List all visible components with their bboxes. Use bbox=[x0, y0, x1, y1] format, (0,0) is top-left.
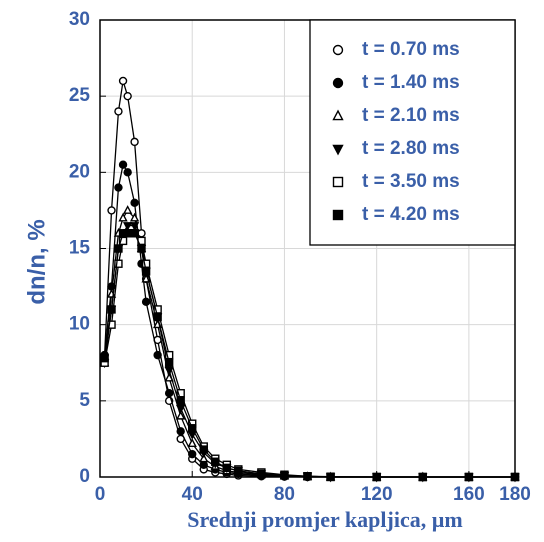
legend-marker bbox=[332, 209, 344, 221]
marker bbox=[114, 244, 123, 253]
y-axis-label: dn/n, % bbox=[23, 219, 50, 304]
x-tick-label: 160 bbox=[453, 484, 485, 505]
marker bbox=[164, 389, 174, 398]
marker bbox=[130, 198, 139, 208]
marker bbox=[129, 222, 140, 232]
legend-marker bbox=[332, 109, 344, 121]
marker bbox=[153, 350, 162, 360]
marker bbox=[114, 107, 123, 116]
marker bbox=[107, 320, 116, 329]
marker bbox=[176, 404, 186, 414]
marker bbox=[188, 449, 197, 459]
marker bbox=[130, 229, 139, 238]
marker bbox=[141, 297, 151, 307]
marker bbox=[199, 453, 209, 463]
legend-marker bbox=[332, 144, 344, 156]
marker bbox=[118, 76, 128, 86]
marker bbox=[114, 183, 123, 192]
marker bbox=[164, 358, 174, 367]
marker bbox=[130, 137, 139, 147]
x-axis-label: Srednji promjer kapljica, µm bbox=[187, 507, 462, 532]
marker bbox=[176, 427, 185, 436]
y-tick-label: 15 bbox=[69, 238, 91, 259]
marker bbox=[326, 472, 335, 482]
marker bbox=[176, 396, 185, 406]
marker bbox=[510, 472, 520, 482]
legend-marker bbox=[332, 44, 344, 56]
marker bbox=[123, 168, 132, 177]
y-tick-label: 10 bbox=[69, 314, 90, 335]
marker bbox=[199, 445, 208, 454]
marker bbox=[141, 267, 151, 276]
y-tick-label: 0 bbox=[79, 466, 90, 487]
x-tick-label: 0 bbox=[95, 484, 106, 505]
legend-label: t = 4.20 ms bbox=[362, 204, 460, 225]
marker bbox=[234, 466, 243, 476]
marker bbox=[280, 471, 289, 480]
marker bbox=[107, 206, 116, 215]
y-tick-label: 20 bbox=[69, 161, 90, 182]
legend-label: t = 2.10 ms bbox=[362, 105, 460, 126]
legend-label: t = 0.70 ms bbox=[362, 39, 460, 60]
legend-label: t = 2.80 ms bbox=[362, 138, 460, 159]
marker bbox=[176, 410, 186, 420]
marker bbox=[464, 472, 474, 482]
x-tick-label: 120 bbox=[361, 484, 393, 505]
x-tick-label: 180 bbox=[499, 484, 531, 505]
marker bbox=[187, 438, 197, 447]
marker bbox=[211, 457, 220, 466]
marker bbox=[100, 353, 109, 363]
marker bbox=[123, 222, 133, 232]
marker bbox=[188, 424, 197, 433]
marker bbox=[123, 205, 133, 214]
marker bbox=[372, 472, 381, 482]
y-tick-label: 5 bbox=[79, 390, 90, 411]
marker bbox=[303, 472, 312, 481]
marker bbox=[114, 259, 123, 268]
marker bbox=[123, 91, 132, 101]
x-tick-label: 80 bbox=[274, 484, 295, 505]
marker bbox=[118, 212, 128, 222]
marker bbox=[257, 469, 266, 479]
marker bbox=[118, 160, 128, 169]
marker bbox=[129, 212, 140, 222]
marker bbox=[222, 463, 232, 473]
marker bbox=[199, 460, 208, 470]
y-tick-label: 25 bbox=[69, 85, 91, 106]
marker bbox=[123, 229, 132, 238]
marker bbox=[137, 244, 146, 253]
legend-marker bbox=[332, 77, 344, 89]
marker bbox=[107, 305, 116, 314]
legend-marker bbox=[332, 176, 344, 188]
x-tick-label: 40 bbox=[182, 484, 203, 505]
marker bbox=[153, 312, 162, 322]
legend-label: t = 1.40 ms bbox=[362, 72, 460, 93]
marker bbox=[418, 472, 427, 482]
legend-label: t = 3.50 ms bbox=[362, 171, 460, 192]
legend-box bbox=[309, 19, 516, 246]
y-tick-label: 30 bbox=[69, 9, 90, 30]
